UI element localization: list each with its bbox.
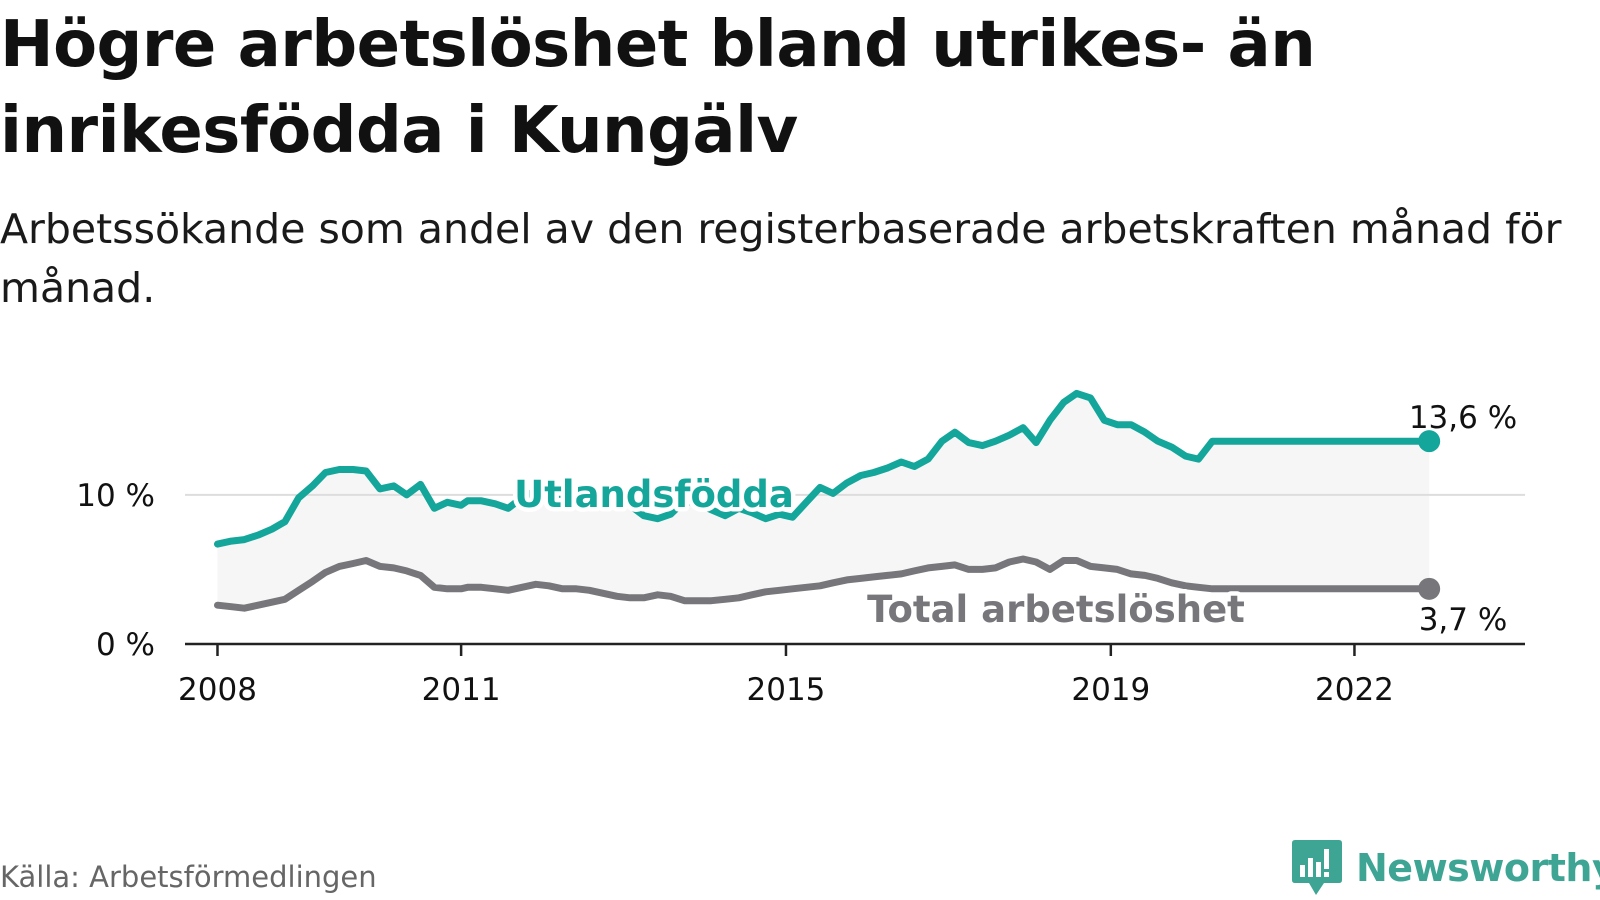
end-point-total: [1418, 577, 1441, 600]
area-between-series: [217, 393, 1430, 609]
y-tick-label: 0 %: [96, 627, 155, 663]
source-note: Källa: Arbetsförmedlingen: [0, 860, 377, 894]
x-tick-label: 2015: [747, 672, 826, 708]
line-chart: 2008 2011 2015 2019 2022 0 % 10 % Utlandsfödd…: [76, 389, 1525, 708]
series-line-utlandsfodda: [214, 389, 1433, 548]
brand-logo: Newsworthy: [1292, 840, 1600, 896]
series-line-total: [214, 555, 1433, 612]
x-tick-label: 2011: [422, 672, 501, 708]
series-label-utlandsfodda: Utlandsfödda: [514, 473, 794, 516]
newsworthy-chart-bubble-icon: [1292, 840, 1342, 895]
x-axis-ticks: 2008 2011 2015 2019 2022: [178, 644, 1394, 708]
x-tick-label: 2008: [178, 672, 257, 708]
y-tick-label: 10 %: [76, 478, 155, 514]
end-point-utlandsfodda: [1418, 430, 1441, 453]
brand-name: Newsworthy: [1356, 846, 1600, 890]
y-axis-ticks: 0 % 10 %: [76, 478, 155, 663]
end-value-label-total: 3,7 %: [1419, 602, 1508, 638]
chart-subtitle: Arbetssökande som andel av den registerb…: [0, 205, 1562, 312]
x-tick-label: 2022: [1315, 672, 1394, 708]
chart-title: Högre arbetslöshet bland utrikes- än inr…: [0, 8, 1316, 168]
end-value-label-utlandsfodda: 13,6 %: [1409, 400, 1517, 436]
series-label-total: Total arbetslöshet: [867, 588, 1245, 631]
x-tick-label: 2019: [1071, 672, 1150, 708]
